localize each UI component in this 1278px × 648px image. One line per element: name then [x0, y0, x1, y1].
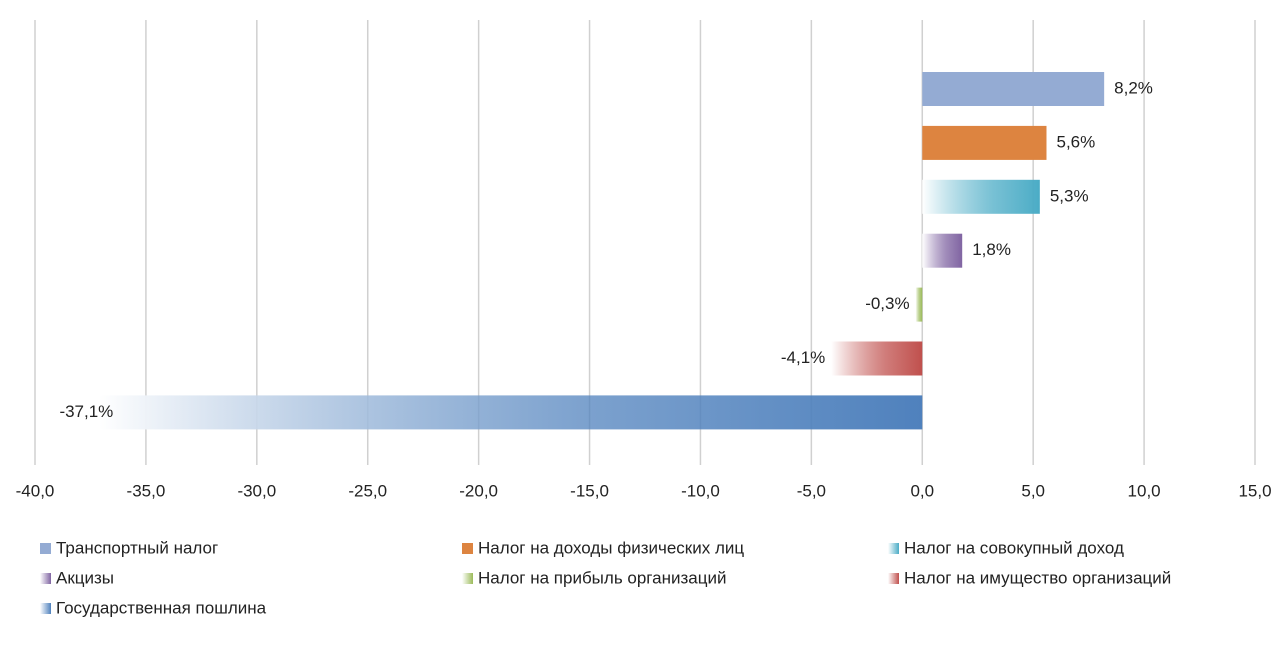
bar	[922, 233, 963, 268]
legend-swatch	[40, 573, 51, 584]
x-tick-label: 10,0	[1128, 481, 1161, 500]
legend-swatch	[40, 603, 51, 614]
legend-swatch	[40, 543, 51, 554]
x-tick-label: 5,0	[1021, 481, 1045, 500]
x-tick-label: -20,0	[459, 481, 498, 500]
bar	[922, 72, 1105, 106]
x-tick-label: -15,0	[570, 481, 609, 500]
legend-label: Транспортный налог	[56, 538, 218, 557]
legend-swatch	[888, 573, 899, 584]
legend-label: Государственная пошлина	[56, 598, 267, 617]
x-tick-label: -40,0	[16, 481, 55, 500]
legend-label: Акцизы	[56, 568, 114, 587]
legend-swatch	[462, 543, 473, 554]
data-label: 1,8%	[972, 240, 1011, 259]
bar	[922, 179, 1040, 214]
data-label: 5,6%	[1056, 132, 1095, 151]
x-tick-label: 15,0	[1238, 481, 1271, 500]
bar	[922, 125, 1047, 160]
legend-label: Налог на имущество организаций	[904, 568, 1171, 587]
x-tick-label: -10,0	[681, 481, 720, 500]
legend-label: Налог на совокупный доход	[904, 538, 1124, 557]
data-label: -0,3%	[865, 294, 909, 313]
x-tick-label: -35,0	[127, 481, 166, 500]
x-tick-label: 0,0	[910, 481, 934, 500]
x-tick-label: -30,0	[237, 481, 276, 500]
x-tick-label: -5,0	[797, 481, 826, 500]
data-label: -4,1%	[781, 348, 825, 367]
legend-swatch	[462, 573, 473, 584]
legend-swatch	[888, 543, 899, 554]
data-label: 8,2%	[1114, 78, 1153, 97]
legend-label: Налог на прибыль организаций	[478, 568, 726, 587]
bar	[831, 341, 923, 376]
legend-label: Налог на доходы физических лиц	[478, 538, 744, 557]
x-tick-label: -25,0	[348, 481, 387, 500]
bar	[99, 395, 923, 430]
data-label: 5,3%	[1050, 186, 1089, 205]
data-label: -37,1%	[59, 402, 113, 421]
bar	[915, 287, 923, 322]
